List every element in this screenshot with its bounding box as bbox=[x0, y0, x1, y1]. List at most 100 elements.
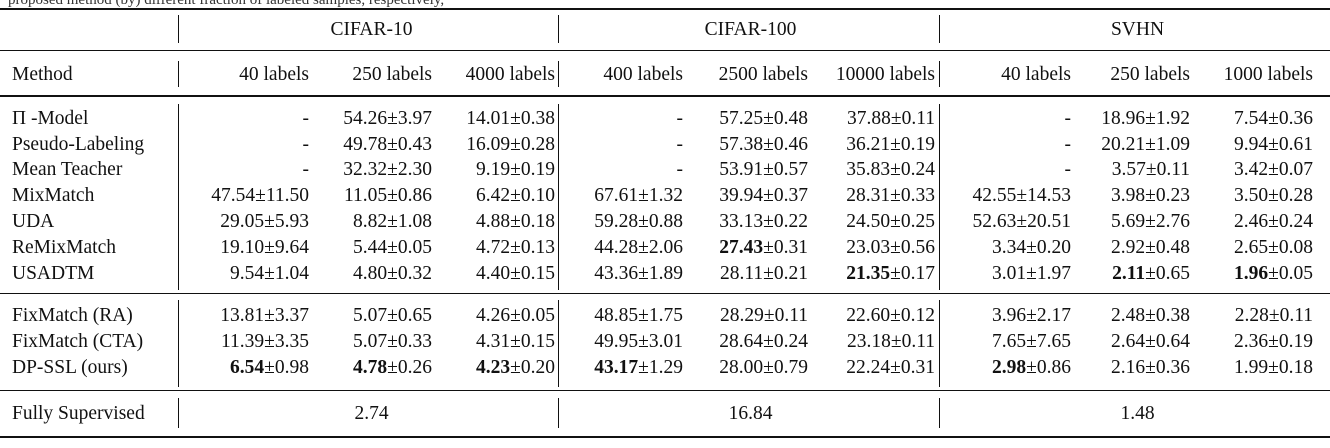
result-std: 0.15 bbox=[520, 263, 555, 284]
plus-minus-sign: ± bbox=[890, 159, 901, 180]
result-mean: 3.01 bbox=[992, 263, 1027, 284]
result-mean: 2.36 bbox=[1234, 331, 1269, 352]
result-cell: 4.78±0.26 bbox=[314, 356, 432, 379]
plus-minus-sign: ± bbox=[387, 108, 398, 129]
result-std: 3.97 bbox=[397, 108, 432, 129]
result-std: 3.01 bbox=[648, 331, 683, 352]
result-std: 0.05 bbox=[520, 305, 555, 326]
result-mean: 4.80 bbox=[353, 263, 388, 284]
plus-minus-sign: ± bbox=[510, 108, 521, 129]
result-cell: 19.10±9.64 bbox=[179, 236, 309, 259]
result-cell: 3.98±0.23 bbox=[1075, 184, 1190, 207]
result-mean: 3.57 bbox=[1111, 159, 1146, 180]
result-mean: 3.34 bbox=[992, 237, 1027, 258]
method-name: Pseudo-Labeling bbox=[12, 134, 145, 155]
result-cell: - bbox=[553, 107, 684, 130]
result-mean: 14.01 bbox=[466, 108, 511, 129]
vertical-rule-2-3 bbox=[939, 300, 941, 387]
result-std: 0.65 bbox=[1155, 263, 1190, 284]
vertical-rule-1-4 bbox=[558, 398, 560, 428]
result-cell: - bbox=[941, 133, 1072, 156]
result-cell: 47.54±11.50 bbox=[179, 184, 309, 207]
result-std: 0.86 bbox=[397, 185, 432, 206]
result-std: 0.21 bbox=[773, 263, 808, 284]
result-std: 0.11 bbox=[1279, 305, 1313, 326]
plus-minus-sign: ± bbox=[1268, 357, 1279, 378]
result-mean: 16.09 bbox=[466, 134, 511, 155]
plus-minus-sign: ± bbox=[510, 331, 521, 352]
vertical-rule-0-0 bbox=[178, 15, 180, 43]
result-std: 1.75 bbox=[648, 305, 683, 326]
label-header-8: 1000 labels bbox=[1223, 64, 1313, 85]
result-cell: 49.95±3.01 bbox=[553, 330, 683, 353]
result-mean: - bbox=[676, 108, 684, 129]
result-mean: - bbox=[302, 108, 310, 129]
result-std: 11.50 bbox=[265, 185, 309, 206]
result-std: 0.19 bbox=[1278, 331, 1313, 352]
result-cell: 4.23±0.20 bbox=[437, 356, 555, 379]
result-mean: 54.26 bbox=[343, 108, 388, 129]
result-mean: 22.60 bbox=[846, 305, 891, 326]
plus-minus-sign: ± bbox=[1026, 357, 1037, 378]
result-cell: 9.94±0.61 bbox=[1195, 133, 1313, 156]
method-name: DP-SSL (ours) bbox=[12, 357, 128, 378]
result-mean: 24.50 bbox=[846, 211, 891, 232]
method-name: FixMatch (RA) bbox=[12, 305, 133, 326]
result-std: 0.10 bbox=[520, 185, 555, 206]
result-cell: 14.01±0.38 bbox=[437, 107, 555, 130]
result-cell: 5.69±2.76 bbox=[1075, 210, 1190, 233]
plus-minus-sign: ± bbox=[510, 159, 521, 180]
result-cell: 22.24±0.31 bbox=[813, 356, 935, 379]
result-std: 0.33 bbox=[900, 185, 935, 206]
result-cell: 2.48±0.38 bbox=[1075, 304, 1190, 327]
plus-minus-sign: ± bbox=[264, 237, 275, 258]
result-mean: 49.78 bbox=[343, 134, 388, 155]
result-std: 1.29 bbox=[648, 357, 683, 378]
plus-minus-sign: ± bbox=[387, 134, 398, 155]
result-mean: 42.55 bbox=[972, 185, 1017, 206]
result-cell: 2.46±0.24 bbox=[1195, 210, 1313, 233]
plus-minus-sign: ± bbox=[1145, 305, 1156, 326]
result-mean: 53.91 bbox=[719, 159, 764, 180]
result-cell: 28.00±0.79 bbox=[688, 356, 808, 379]
result-mean: 2.46 bbox=[1234, 211, 1269, 232]
result-cell: 35.83±0.24 bbox=[813, 158, 935, 181]
result-cell: 11.05±0.86 bbox=[314, 184, 432, 207]
result-mean: 4.88 bbox=[476, 211, 511, 232]
result-std: 0.33 bbox=[397, 331, 432, 352]
result-cell: 4.72±0.13 bbox=[437, 236, 555, 259]
result-std: 0.11 bbox=[901, 331, 935, 352]
result-std: 0.05 bbox=[397, 237, 432, 258]
plus-minus-sign: ± bbox=[763, 134, 774, 155]
plus-minus-sign: ± bbox=[264, 357, 275, 378]
method-name: UDA bbox=[12, 211, 55, 232]
result-cell: 7.54±0.36 bbox=[1195, 107, 1313, 130]
plus-minus-sign: ± bbox=[1268, 211, 1279, 232]
result-std: 0.31 bbox=[773, 237, 808, 258]
result-mean: 2.48 bbox=[1111, 305, 1146, 326]
result-std: 0.31 bbox=[900, 357, 935, 378]
label-header-6: 40 labels bbox=[1001, 64, 1071, 85]
plus-minus-sign: ± bbox=[264, 331, 275, 352]
result-cell: 5.07±0.33 bbox=[314, 330, 432, 353]
plus-minus-sign: ± bbox=[890, 211, 901, 232]
plus-minus-sign: ± bbox=[1145, 211, 1156, 232]
result-std: 0.36 bbox=[1278, 108, 1313, 129]
result-cell: - bbox=[179, 107, 310, 130]
plus-minus-sign: ± bbox=[510, 263, 521, 284]
header-rule bbox=[0, 50, 1330, 52]
result-std: 1.92 bbox=[1155, 108, 1190, 129]
plus-minus-sign: ± bbox=[387, 237, 398, 258]
result-mean: 6.42 bbox=[476, 185, 511, 206]
result-mean: 5.07 bbox=[353, 331, 388, 352]
plus-minus-sign: ± bbox=[890, 237, 901, 258]
result-std: 0.17 bbox=[900, 263, 935, 284]
result-mean: 6.54 bbox=[230, 357, 265, 378]
result-mean: 2.92 bbox=[1111, 237, 1146, 258]
plus-minus-sign: ± bbox=[1145, 357, 1156, 378]
plus-minus-sign: ± bbox=[264, 211, 275, 232]
result-cell: 4.40±0.15 bbox=[437, 262, 555, 285]
plus-minus-sign: ± bbox=[1145, 237, 1156, 258]
result-std: 0.11 bbox=[1156, 159, 1190, 180]
result-std: 0.18 bbox=[1278, 357, 1313, 378]
